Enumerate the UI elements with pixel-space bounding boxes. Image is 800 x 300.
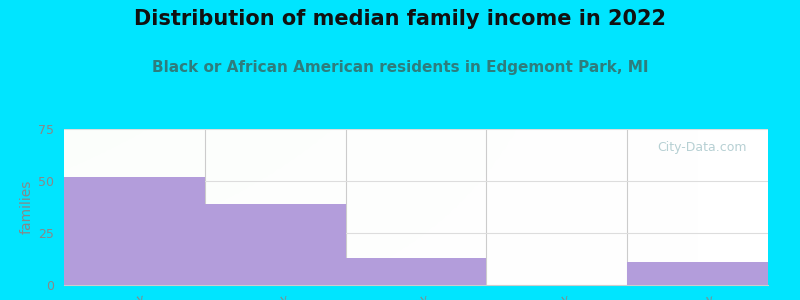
Bar bbox=[627, 262, 768, 285]
Bar bbox=[64, 177, 205, 285]
Y-axis label: families: families bbox=[20, 180, 34, 234]
Text: Black or African American residents in Edgemont Park, MI: Black or African American residents in E… bbox=[152, 60, 648, 75]
Text: Distribution of median family income in 2022: Distribution of median family income in … bbox=[134, 9, 666, 29]
Bar bbox=[205, 204, 346, 285]
Bar bbox=[346, 258, 486, 285]
Text: City-Data.com: City-Data.com bbox=[658, 142, 747, 154]
